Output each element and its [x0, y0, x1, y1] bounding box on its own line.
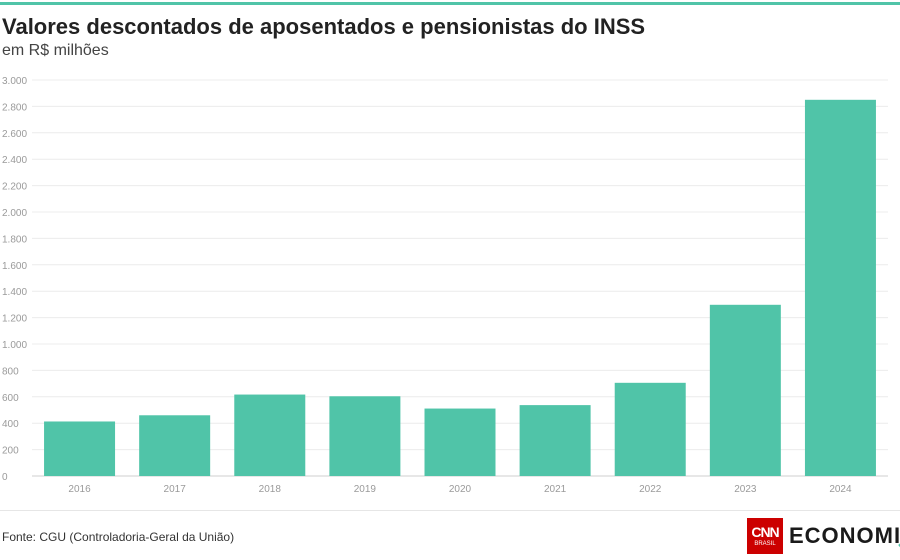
chart-subtitle: em R$ milhões — [2, 42, 109, 59]
x-tick-label: 2024 — [829, 484, 852, 495]
bar — [329, 396, 401, 476]
footer-divider — [0, 510, 900, 511]
chart-title: Valores descontados de aposentados e pen… — [2, 14, 646, 39]
y-tick-label: 1.400 — [2, 287, 27, 298]
bar — [44, 421, 116, 476]
x-tick-label: 2017 — [164, 484, 187, 495]
bar — [139, 415, 211, 476]
bar — [614, 382, 686, 476]
bar — [709, 304, 781, 476]
y-tick-label: 200 — [2, 446, 19, 457]
bar — [519, 405, 591, 476]
y-tick-label: 600 — [2, 393, 19, 404]
y-tick-label: 1.000 — [2, 340, 27, 351]
x-tick-label: 2020 — [449, 484, 472, 495]
y-tick-label: 2.000 — [2, 208, 27, 219]
y-tick-label: 1.800 — [2, 234, 27, 245]
logo-brasil-text: BRASIL — [754, 541, 776, 547]
y-tick-label: 2.800 — [2, 102, 27, 113]
bar-chart: 0 200 400 600 800 1.000 1.200 1.400 1.600 1.800 2.… — [2, 76, 888, 495]
x-tick-label: 2023 — [734, 484, 757, 495]
y-tick-label: 2.400 — [2, 155, 27, 166]
y-tick-label: 400 — [2, 419, 19, 430]
y-tick-label: 0 — [2, 472, 8, 483]
bar — [804, 99, 876, 477]
x-tick-label: 2022 — [639, 484, 662, 495]
bar — [424, 408, 496, 476]
x-tick-label: 2021 — [544, 484, 567, 495]
y-tick-label: 3.000 — [2, 76, 27, 87]
y-tick-label: 2.200 — [2, 182, 27, 193]
x-tick-label: 2016 — [68, 484, 91, 495]
logo-economia-text: ECONOMIA — [789, 523, 900, 549]
top-accent-rule — [0, 2, 900, 5]
cnn-economia-logo: CNN BRASIL ECONOMIA — [747, 518, 900, 554]
y-tick-label: 1.200 — [2, 314, 27, 325]
bar — [234, 394, 306, 476]
y-tick-label: 1.600 — [2, 261, 27, 272]
logo-cnn-text: CNN — [751, 524, 779, 540]
logo-economia-label: ECONOMIA — [789, 523, 900, 548]
x-tick-label: 2019 — [354, 484, 377, 495]
cnn-brasil-logo-icon: CNN BRASIL — [747, 518, 783, 554]
source-note: Fonte: CGU (Controladoria-Geral da União… — [2, 530, 235, 544]
x-tick-label: 2018 — [259, 484, 282, 495]
y-tick-label: 2.600 — [2, 129, 27, 140]
y-tick-label: 800 — [2, 366, 19, 377]
